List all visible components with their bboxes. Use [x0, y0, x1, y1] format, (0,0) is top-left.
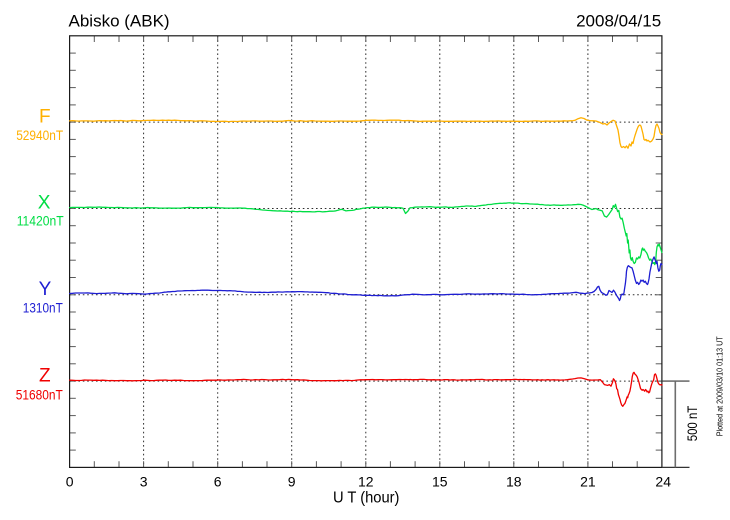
svg-text:Z: Z	[39, 365, 51, 386]
svg-text:6: 6	[214, 473, 222, 489]
svg-text:1310nT: 1310nT	[23, 301, 63, 316]
svg-text:0: 0	[66, 473, 74, 489]
svg-text:U T (hour): U T (hour)	[333, 489, 400, 506]
svg-text:Abisko (ABK): Abisko (ABK)	[69, 11, 170, 30]
svg-text:500 nT: 500 nT	[684, 405, 700, 441]
svg-text:51680nT: 51680nT	[16, 388, 63, 403]
svg-text:11420nT: 11420nT	[17, 214, 64, 229]
svg-text:F: F	[39, 106, 51, 127]
svg-text:21: 21	[580, 473, 596, 489]
svg-text:12: 12	[358, 473, 374, 489]
svg-text:3: 3	[140, 473, 148, 489]
svg-text:9: 9	[288, 473, 296, 489]
svg-text:52940nT: 52940nT	[16, 128, 63, 143]
svg-text:X: X	[38, 193, 51, 214]
svg-text:Y: Y	[39, 279, 52, 300]
svg-text:24: 24	[655, 473, 671, 489]
svg-text:18: 18	[506, 473, 522, 489]
svg-text:2008/04/15: 2008/04/15	[576, 12, 661, 31]
svg-text:Plotted at 2009/03/10 01:13 UT: Plotted at 2009/03/10 01:13 UT	[715, 336, 725, 437]
svg-text:15: 15	[432, 473, 448, 489]
